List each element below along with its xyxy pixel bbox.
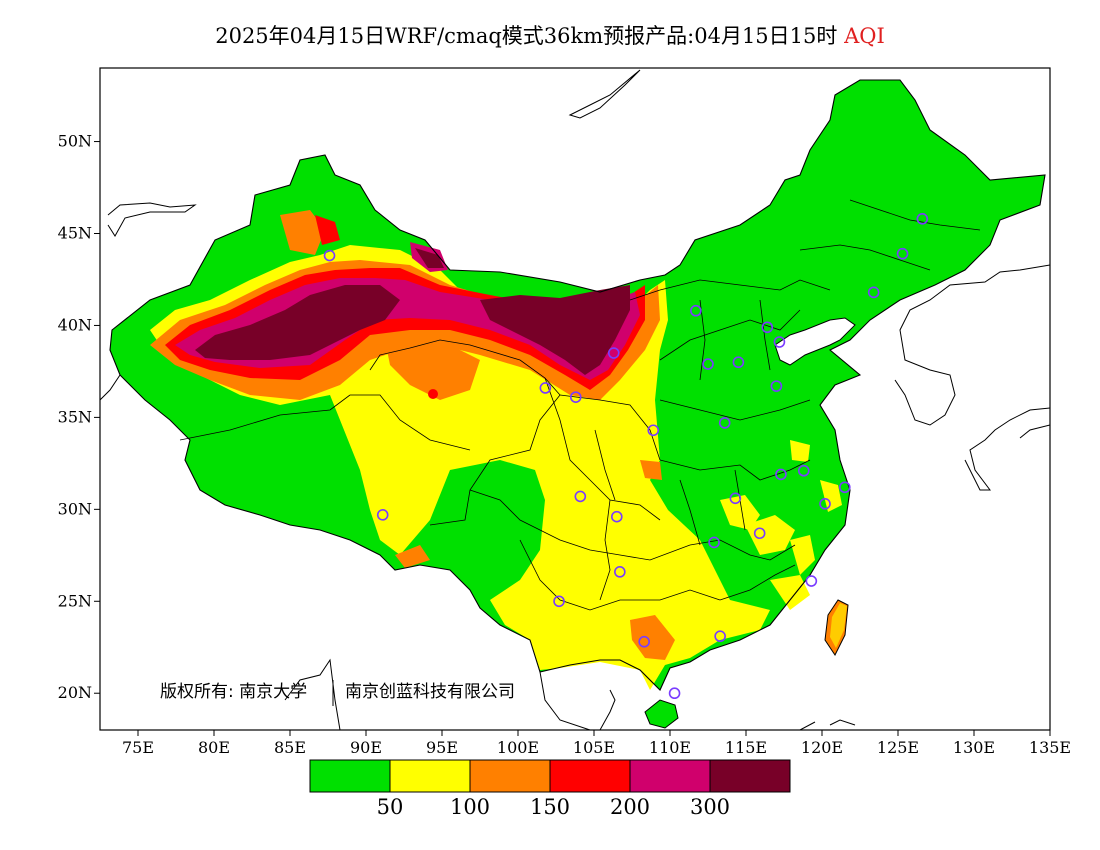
station-marker [714,630,726,643]
y-tick-label: 20N [58,683,92,702]
x-tick-label: 125E [877,738,919,757]
x-tick-label: 105E [573,738,615,757]
legend-swatch [709,759,791,793]
national-border [109,79,1046,691]
station-marker [708,536,720,549]
station-marker [916,212,929,225]
title-variable: AQI [844,24,885,48]
station-marker [638,635,650,648]
station-marker [668,687,681,700]
station-marker [761,321,774,334]
station-marker [797,464,810,477]
title-main: 2025年04月15日WRF/cmaq模式36km预报产品:04月15日15时 [215,24,838,48]
station-marker [553,595,565,608]
copyright-suffix: 南京创蓝科技有限公司 [345,682,515,702]
station-marker [614,566,626,578]
y-tick-label: 40N [58,315,92,334]
province-boundaries [179,199,981,611]
legend-label: 300 [690,795,730,819]
y-tick-label: 35N [58,407,92,426]
legend-swatch [549,759,631,793]
station-marker [770,380,783,392]
legend-label: 200 [610,795,650,819]
legend-label: 100 [450,795,490,819]
x-tick-label: 135E [1029,738,1071,757]
station-markers [323,212,929,700]
x-tick-label: 100E [497,738,539,757]
map-title: 2025年04月15日WRF/cmaq模式36km预报产品:04月15日15时 … [0,20,1100,50]
station-marker [729,492,742,505]
legend-label: 150 [530,795,570,819]
station-marker [323,249,336,262]
x-tick-label: 110E [649,738,691,757]
station-marker [702,358,714,370]
y-tick-label: 45N [58,224,92,243]
station-marker [775,468,787,481]
station-marker [610,510,623,523]
station-marker [690,304,702,317]
map-frame [99,67,1051,731]
y-axis: 50N 45N 40N 35N 30N 25N 20N [58,132,100,702]
map-content [100,69,1050,730]
station-marker [896,247,909,260]
x-tick-label: 80E [198,738,230,757]
station-marker [867,286,880,299]
legend-swatch [469,759,551,793]
x-tick-label: 90E [350,738,382,757]
station-marker [838,481,851,494]
station-marker [607,347,620,359]
legend-label: 50 [377,795,404,819]
station-marker [773,336,786,348]
x-tick-label: 115E [725,738,767,757]
station-marker [647,424,660,437]
station-marker [805,575,818,587]
y-tick-label: 50N [58,132,92,151]
legend-swatch [389,759,471,793]
station-marker [732,356,745,369]
y-tick-label: 30N [58,499,92,518]
x-axis: 75E 80E 85E 90E 95E 100E 105E 110E 115E 120E 125E 1… [122,730,1071,757]
aqi-zone-hazardous [195,285,400,360]
legend-swatch [629,759,711,793]
x-tick-label: 85E [274,738,306,757]
station-marker [574,490,587,503]
x-tick-label: 95E [426,738,458,757]
y-tick-label: 25N [58,591,92,610]
station-marker [539,382,552,394]
station-marker [718,417,731,429]
x-tick-label: 120E [801,738,843,757]
station-marker [376,509,389,521]
station-marker [819,498,831,510]
station-marker [753,527,766,540]
neighbour-outlines [100,69,1050,730]
x-tick-label: 75E [122,738,154,757]
copyright-prefix: 版权所有: 南京大学 [160,682,307,702]
legend-swatch [309,759,391,793]
aqi-legend: 50 100 150 200 300 [309,759,791,819]
station-marker [569,391,582,403]
x-tick-label: 130E [953,738,995,757]
